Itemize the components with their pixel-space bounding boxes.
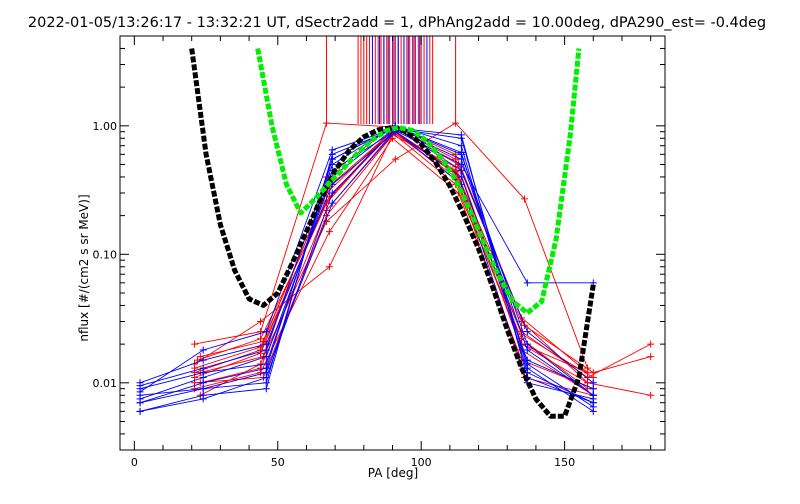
data-point-blue-7-2 (262, 353, 270, 361)
data-point-red-5-2 (325, 263, 333, 271)
data-point-blue-6-6 (523, 346, 531, 354)
data-point-blue-3-5 (457, 142, 465, 150)
data-point-blue-9-7 (589, 395, 597, 403)
data-point-red-10-1 (257, 335, 265, 343)
data-point-red-3-2 (323, 119, 331, 127)
data-point-blue-8-2 (262, 346, 270, 354)
x-tick-label-2: 100 (411, 456, 432, 469)
data-point-red-2-7 (647, 353, 655, 361)
data-point-blue-7-1 (199, 373, 207, 381)
profile-line-blue-8 (139, 125, 594, 408)
data-point-blue-9-1 (199, 385, 207, 393)
data-point-blue-7-6 (523, 328, 531, 336)
y-tick-label-0: 0.01 (93, 377, 118, 390)
data-point-blue-6-3 (328, 189, 336, 197)
x-axis-label: PA [deg] (368, 466, 418, 480)
fit-curve-green (255, 48, 582, 316)
data-point-red-5-1 (257, 318, 265, 326)
data-point-red-3-0 (191, 340, 199, 348)
data-point-blue-6-1 (199, 395, 207, 403)
profile-line-blue-5 (139, 127, 594, 404)
data-point-blue-9-2 (262, 369, 270, 377)
data-point-blue-5-5 (457, 131, 465, 139)
data-point-blue-7-7 (589, 379, 597, 387)
data-point-blue-6-0 (136, 407, 144, 415)
data-point-red-6-3 (391, 155, 399, 163)
data-point-red-6-4 (452, 119, 460, 127)
fit-curve-black (189, 48, 596, 419)
data-point-blue-5-1 (199, 346, 207, 354)
data-point-blue-4-1 (199, 356, 207, 364)
data-point-red-1-7 (647, 340, 655, 348)
data-point-blue-9-3 (328, 199, 336, 207)
y-axis-label: nflux [#/(cm2 s sr MeV)] (77, 194, 91, 341)
profile-line-blue-3 (139, 125, 594, 404)
chart-title: 2022-01-05/13:26:17 - 13:32:21 UT, dSect… (28, 15, 766, 31)
y-tick-label-2: 1.00 (93, 120, 118, 133)
x-tick-label-3: 150 (554, 456, 575, 469)
data-point-blue-5-3 (328, 146, 336, 154)
data-point-blue-8-7 (589, 403, 597, 411)
data-point-blue-8-3 (328, 155, 336, 163)
plot-content (136, 36, 655, 419)
x-tick-label-0: 0 (131, 456, 138, 469)
data-point-blue-4-7 (589, 385, 597, 393)
data-point-blue-8-0 (136, 382, 144, 390)
profile-line-blue-6 (140, 128, 594, 412)
data-point-blue-2-6 (523, 279, 531, 287)
y-tick-label-1: 0.10 (93, 248, 118, 261)
data-point-blue-8-5 (457, 148, 465, 156)
data-point-blue-5-2 (262, 328, 270, 336)
data-point-blue-8-6 (523, 360, 531, 368)
profile-line-red-5 (194, 134, 594, 396)
data-point-blue-8-1 (199, 364, 207, 372)
data-point-blue-9-0 (136, 399, 144, 407)
data-point-blue-7-5 (457, 166, 465, 174)
profile-line-red-6 (200, 122, 589, 374)
data-point-red-0-7 (647, 391, 655, 399)
x-tick-label-1: 50 (271, 456, 285, 469)
axes-frame: 0 50 100 150 0.01 0.10 1.00 (93, 35, 666, 469)
data-point-red-6-5 (520, 195, 528, 203)
data-point-blue-0-2 (262, 385, 270, 393)
data-point-red-7-2 (325, 228, 333, 236)
data-point-blue-5-0 (136, 388, 144, 396)
